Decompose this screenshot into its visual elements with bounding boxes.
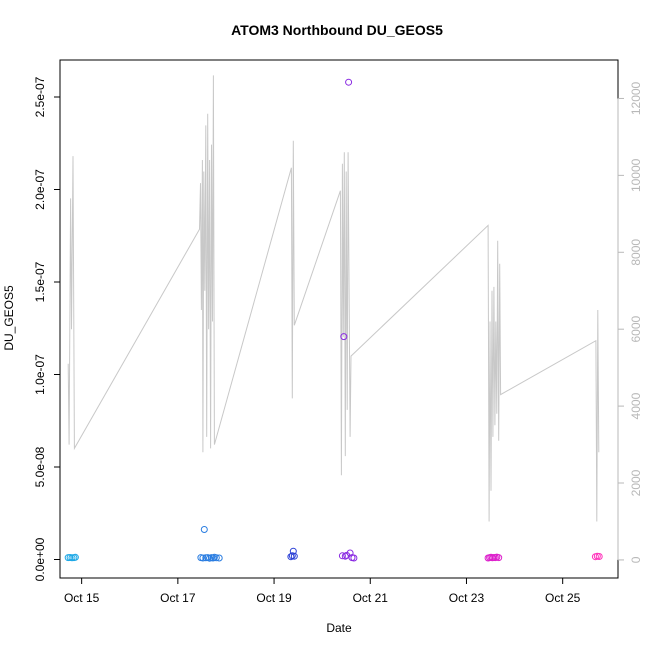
x-tick-label: Oct 15 — [64, 591, 100, 605]
y-tick-label: 2.5e-07 — [33, 76, 47, 117]
y-tick-label: 1.5e-07 — [33, 261, 47, 302]
y2-tick-label: 2000 — [629, 469, 643, 496]
y2-tick-label: 8000 — [629, 239, 643, 266]
data-point — [346, 549, 354, 557]
data-point — [199, 554, 207, 562]
series-line — [67, 75, 600, 522]
data-point — [340, 333, 348, 341]
data-point — [338, 552, 346, 560]
y-tick-label: 1.0e-07 — [33, 354, 47, 395]
data-point — [350, 554, 358, 562]
data-point — [71, 553, 79, 561]
points-layer — [64, 78, 603, 562]
plot-frame — [59, 59, 619, 579]
line-layer — [67, 75, 600, 522]
x-tick-label: Oct 17 — [160, 591, 196, 605]
chart-title: ATOM3 Northbound DU_GEOS5 — [231, 22, 443, 38]
data-point — [345, 78, 353, 86]
data-point — [290, 552, 298, 560]
y-tick-label: 0.0e+00 — [33, 537, 47, 581]
y-tick-label: 5.0e-08 — [33, 446, 47, 487]
x-tick-label: Oct 19 — [256, 591, 292, 605]
y-axis: 0.0e+00 5.0e-08 1.0e-07 1.5e-07 2.0e-07 2.5e-… — [33, 76, 61, 581]
data-point — [289, 547, 297, 555]
y2-tick-label: 4000 — [629, 392, 643, 419]
y2-tick-label: 10000 — [629, 158, 643, 192]
data-point — [595, 553, 603, 560]
data-point — [215, 554, 223, 562]
data-point — [341, 552, 349, 560]
x-axis-label: Date — [326, 621, 352, 635]
y-axis-label: DU_GEOS5 — [2, 285, 16, 351]
x-tick-label: Oct 21 — [353, 591, 389, 605]
x-tick-label: Oct 25 — [545, 591, 581, 605]
x-axis: Oct 15 Oct 17 Oct 19 Oct 21 Oct 23 Oct 25 — [64, 577, 581, 605]
x-tick-label: Oct 23 — [449, 591, 485, 605]
y2-axis: 0 2000 4000 6000 8000 10000 12000 — [617, 81, 643, 563]
y-tick-label: 2.0e-07 — [33, 169, 47, 210]
y2-tick-label: 0 — [629, 556, 643, 563]
y2-tick-label: 6000 — [629, 316, 643, 343]
y2-tick-label: 12000 — [629, 81, 643, 115]
data-point — [212, 554, 220, 562]
data-point — [200, 526, 208, 533]
data-point — [495, 554, 503, 562]
